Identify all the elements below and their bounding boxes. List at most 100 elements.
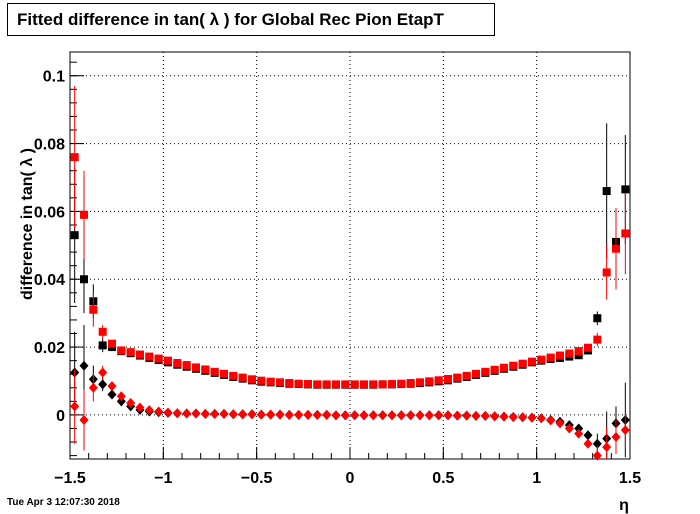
diamond-marker <box>284 409 294 420</box>
diamond-marker <box>116 391 126 402</box>
diamond-marker <box>266 409 276 420</box>
grid <box>70 52 630 459</box>
y-tick-label: 0.1 <box>43 69 65 86</box>
diamond-marker <box>620 425 630 436</box>
square-marker <box>98 327 107 336</box>
x-tick-label: 1.5 <box>619 470 641 487</box>
diamond-marker <box>424 410 434 421</box>
square-marker <box>70 231 79 240</box>
square-marker <box>565 349 574 358</box>
x-tick-label: 0.5 <box>432 470 454 487</box>
square-marker <box>173 359 182 368</box>
diamond-marker <box>107 381 117 392</box>
diamond-marker <box>238 409 248 420</box>
square-marker <box>406 379 415 388</box>
square-marker <box>369 380 378 389</box>
diamond-marker <box>256 409 266 420</box>
diamond-marker <box>508 411 518 422</box>
square-marker <box>89 305 98 314</box>
square-marker <box>621 229 630 238</box>
x-tick-label: −1.5 <box>54 470 86 487</box>
square-marker <box>201 365 210 374</box>
x-tick-label: 0 <box>346 470 355 487</box>
diamond-marker <box>135 402 145 413</box>
diamond-marker <box>387 410 397 421</box>
diamond-marker <box>583 438 593 449</box>
square-marker <box>490 365 499 374</box>
diamond-marker <box>219 408 229 419</box>
x-tick-labels: −1.5 −1 −0.5 0 0.5 1 1.5 <box>54 470 641 487</box>
square-marker <box>574 347 583 356</box>
diamond-marker <box>88 382 98 393</box>
square-marker <box>136 350 144 359</box>
square-marker <box>313 380 322 389</box>
square-marker <box>80 210 88 219</box>
square-marker <box>276 378 284 387</box>
square-marker <box>462 371 471 380</box>
square-marker <box>546 353 555 362</box>
diamond-marker <box>275 409 285 420</box>
square-marker <box>192 363 200 372</box>
y-tick-label: 0.02 <box>34 340 65 357</box>
diamond-marker <box>406 410 416 421</box>
square-marker <box>126 348 135 357</box>
square-marker <box>145 352 154 361</box>
square-marker <box>509 361 518 370</box>
diamond-marker <box>443 410 453 421</box>
square-marker <box>518 359 527 368</box>
diamond-marker <box>574 428 584 439</box>
diamond-marker <box>210 408 220 419</box>
square-marker <box>238 373 247 382</box>
square-marker <box>350 380 359 389</box>
square-marker <box>416 378 424 387</box>
diamond-marker <box>312 409 322 420</box>
diamond-marker <box>98 367 108 378</box>
diamond-marker <box>574 423 584 434</box>
diamond-marker <box>592 450 602 461</box>
diamond-marker <box>592 438 602 449</box>
timestamp: Tue Apr 3 12:07:30 2018 <box>7 497 120 508</box>
diamond-marker <box>527 412 537 423</box>
diamond-marker <box>228 409 238 420</box>
diamond-marker <box>368 410 378 421</box>
diamond-marker <box>462 410 472 421</box>
diamond-marker <box>518 412 528 423</box>
square-marker <box>621 185 630 194</box>
square-marker <box>388 380 396 389</box>
square-marker <box>612 244 620 253</box>
diamond-marker <box>359 410 369 421</box>
square-marker <box>537 355 546 364</box>
diamond-marker <box>499 411 509 422</box>
data-points <box>70 85 630 461</box>
diamond-marker <box>247 409 257 420</box>
x-tick-label: 1 <box>532 470 541 487</box>
square-marker <box>602 268 611 277</box>
diamond-marker <box>144 405 154 416</box>
square-marker <box>285 379 294 388</box>
diamond-marker <box>182 408 192 419</box>
diamond-marker <box>107 389 117 400</box>
diamond-marker <box>191 408 201 419</box>
y-axis-title: difference in tan( λ ) <box>19 148 36 300</box>
diamond-marker <box>536 413 546 424</box>
diamond-marker <box>126 398 136 409</box>
diamond-marker <box>340 410 350 421</box>
square-marker <box>584 343 592 352</box>
square-marker <box>341 380 350 389</box>
diamond-marker <box>583 430 593 441</box>
square-marker <box>266 377 275 386</box>
diamond-marker <box>322 409 332 420</box>
diamond-marker <box>452 410 462 421</box>
square-marker <box>154 354 163 363</box>
square-marker <box>332 380 340 389</box>
square-marker <box>229 371 238 380</box>
square-marker <box>294 379 303 388</box>
square-marker <box>80 275 88 284</box>
square-marker <box>257 376 266 385</box>
square-marker <box>481 367 490 376</box>
square-marker <box>164 356 172 365</box>
diamond-marker <box>331 410 341 421</box>
diamond-marker <box>172 408 182 419</box>
square-marker <box>556 351 564 360</box>
